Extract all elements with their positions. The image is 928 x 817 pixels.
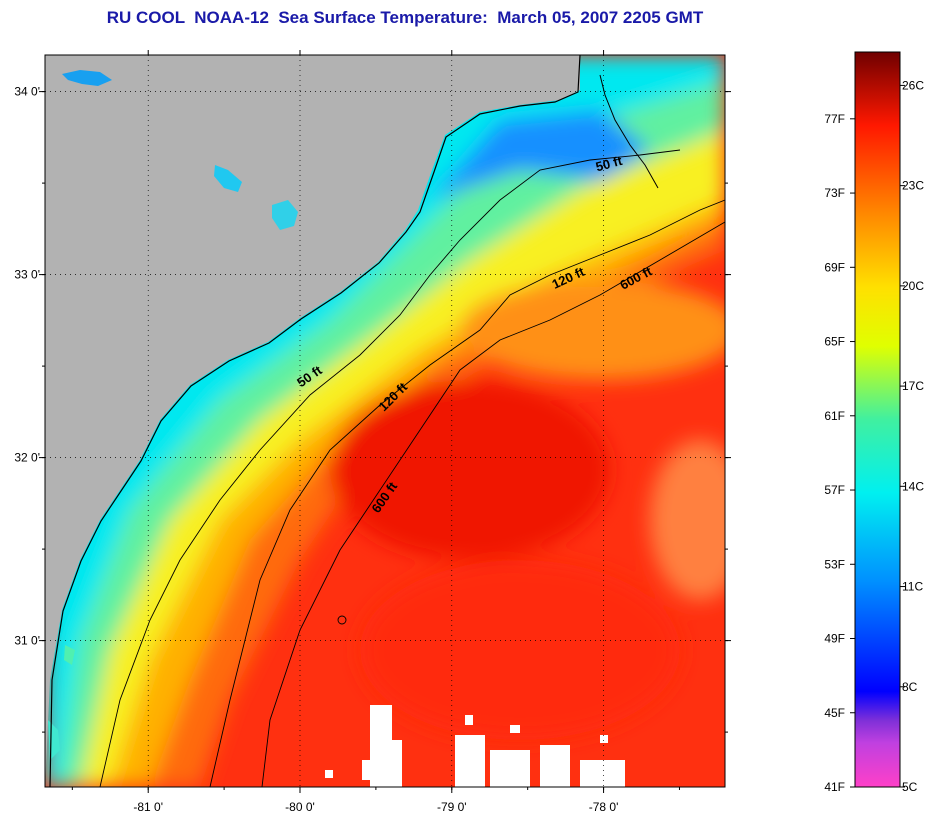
colorbar-c-label: 11C [902, 580, 923, 594]
contour-label-50ft-north: 50 ft [594, 153, 624, 175]
colorbar-f-label: 73F [824, 186, 845, 200]
colorbar-c-label: 8C [902, 680, 918, 694]
colorbar-f-label: 69F [824, 260, 845, 274]
cloud-mask [325, 705, 625, 787]
lat-tick-label: 34 0' [14, 85, 40, 99]
lon-tick-label: -79 0' [437, 800, 467, 814]
colorbar-f-label: 65F [824, 335, 845, 349]
lon-tick-label: -81 0' [133, 800, 163, 814]
colorbar-c-label: 26C [902, 78, 924, 92]
sst-imagery [45, 55, 725, 787]
lon-tick-label: -80 0' [285, 800, 315, 814]
contour-120ft-line [209, 199, 725, 787]
map-frame [44, 54, 726, 788]
colorbar-f-label: 57F [824, 483, 845, 497]
axis-ticks: -81 0' -80 0' -79 0' -78 0' 34 0' 33 0' 32 0' 3… [14, 50, 731, 814]
colorbar-scale [854, 51, 901, 788]
graticule [45, 55, 725, 787]
lat-tick-label: 31 0' [14, 634, 40, 648]
colorbar-c-label: 14C [902, 479, 924, 493]
colorbar-f-label: 49F [824, 632, 845, 646]
contour-600ft-line [261, 221, 725, 787]
lat-tick-label: 32 0' [14, 451, 40, 465]
land-mass [45, 55, 580, 787]
colorbar-c-label: 23C [902, 179, 924, 193]
colorbar-c-label: 5C [902, 780, 918, 794]
colorbar-f-label: 77F [824, 112, 845, 126]
map-title: RU COOL NOAA-12 Sea Surface Temperature:… [106, 8, 704, 27]
colorbar-c-label: 20C [902, 279, 924, 293]
lat-tick-label: 33 0' [14, 268, 40, 282]
colorbar-f-label: 41F [824, 780, 845, 794]
colorbar-f-label: 53F [824, 557, 845, 571]
lon-tick-label: -78 0' [589, 800, 619, 814]
contour-50ft-line [99, 149, 681, 787]
coastline [49, 55, 581, 787]
colorbar-f-label: 45F [824, 706, 845, 720]
colorbar-f-label: 61F [824, 409, 845, 423]
colorbar: 77F 73F 69F 65F 61F 57F 53F 49F 45F 41F 26C 23C 20C 1… [824, 51, 924, 794]
colorbar-c-label: 17C [902, 379, 924, 393]
